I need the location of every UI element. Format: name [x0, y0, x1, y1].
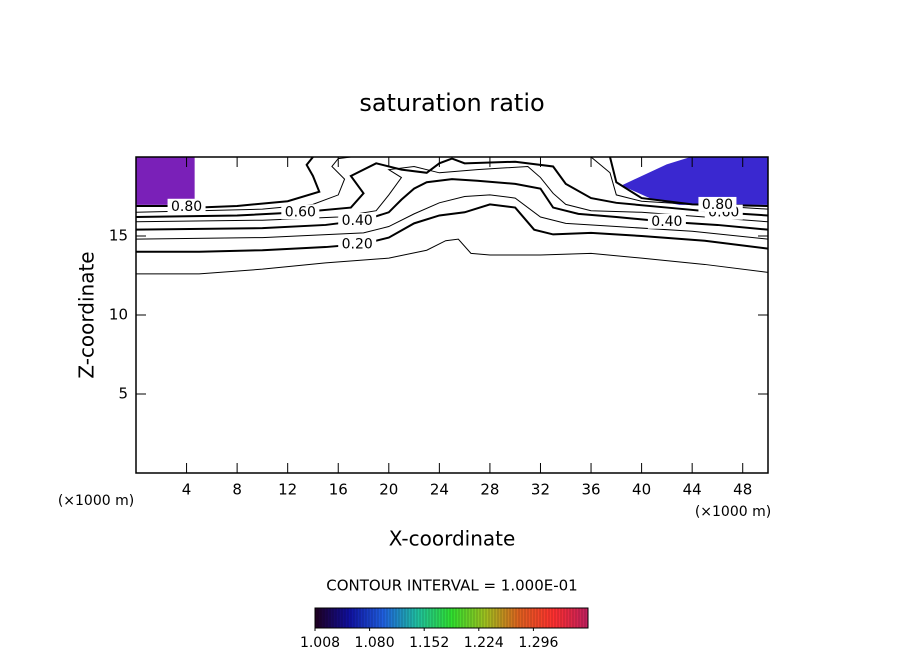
x-tick-label: 44	[683, 481, 702, 499]
filled-region	[621, 156, 769, 205]
x-tick-label: 40	[632, 481, 651, 499]
contour-line	[135, 157, 769, 219]
contour-label: 0.80	[702, 197, 733, 213]
contour-label-bg	[338, 236, 377, 252]
x-tick-label: 4	[182, 481, 192, 499]
x-tick-label: 16	[329, 481, 348, 499]
contour-label: 0.80	[171, 199, 202, 215]
x-unit-right: (×1000 m)	[695, 504, 771, 520]
contour-line	[136, 203, 769, 253]
contour-line	[135, 194, 769, 240]
x-tick-label: 32	[531, 481, 550, 499]
x-tick-label: 28	[480, 481, 499, 499]
colorbar-tick-label: 1.296	[518, 635, 558, 651]
contour-label-bg	[647, 213, 686, 229]
filled-region	[135, 156, 195, 205]
contour-label: 0.40	[342, 213, 373, 229]
colorbar-tick-label: 1.224	[464, 635, 504, 651]
contour-line	[135, 165, 769, 223]
contour-label: 0.20	[342, 236, 373, 252]
x-tick-label: 12	[278, 481, 297, 499]
x-tick-label: 48	[733, 481, 752, 499]
y-tick-label: 10	[109, 306, 128, 324]
x-axis-label: X-coordinate	[389, 527, 516, 551]
contour-label: 0.40	[651, 214, 682, 230]
y-tick-label: 15	[109, 227, 128, 245]
colorbar-tick-label: 1.152	[409, 635, 449, 651]
contour-label-bg	[281, 204, 320, 220]
colorbar	[314, 607, 589, 629]
contour-label-bg	[167, 198, 206, 214]
contour-interval: CONTOUR INTERVAL = 1.000E-01	[326, 577, 577, 595]
colorbar-tick-label: 1.080	[355, 635, 395, 651]
y-axis-label: Z-coordinate	[75, 251, 99, 378]
x-tick-label: 36	[581, 481, 600, 499]
contour-line	[136, 238, 769, 275]
contour-label-bg	[338, 212, 377, 228]
colorbar-tick-label: 1.008	[300, 635, 340, 651]
x-unit-left: (×1000 m)	[58, 493, 134, 509]
chart-title: saturation ratio	[359, 89, 544, 117]
x-tick-label: 24	[430, 481, 449, 499]
contour-label-bg	[698, 196, 737, 212]
plot-frame	[135, 156, 769, 474]
y-tick-label: 5	[118, 385, 128, 403]
contour-label: 0.60	[285, 204, 316, 220]
x-tick-label: 8	[232, 481, 242, 499]
x-tick-label: 20	[379, 481, 398, 499]
